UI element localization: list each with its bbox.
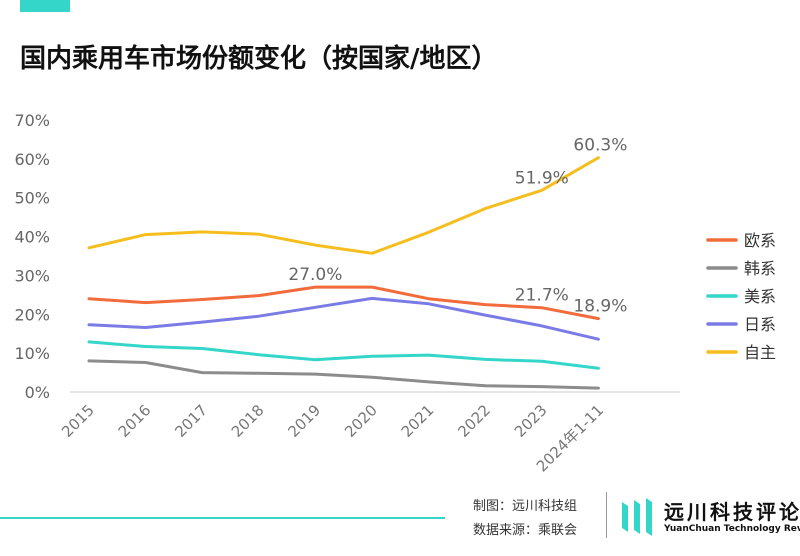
legend-label: 韩系 xyxy=(744,259,776,278)
legend-label: 美系 xyxy=(744,287,776,306)
brand-logo-icon xyxy=(622,498,652,536)
line-chart: 0% 10% 20% 30% 40% 50% 60% 70% 2015 2016 2017 2018 2… xyxy=(14,111,776,476)
data-label: 51.9% xyxy=(515,168,569,188)
y-tick-label: 50% xyxy=(14,189,50,208)
y-tick-label: 40% xyxy=(14,228,50,247)
x-tick-label: 2021 xyxy=(398,401,438,441)
y-tick-label: 70% xyxy=(14,111,50,130)
credit-data-source: 数据来源：乘联会 xyxy=(473,523,578,538)
chart-title: 国内乘用车市场份额变化（按国家/地区） xyxy=(20,44,498,74)
x-tick-label: 2015 xyxy=(58,401,98,441)
x-tick-label: 2019 xyxy=(284,401,324,441)
footer-accent-line xyxy=(0,517,445,519)
x-tick-label: 2017 xyxy=(171,401,211,441)
brand-name-en: YuanChuan Technology Review xyxy=(664,524,800,534)
series-line xyxy=(87,340,600,370)
legend-label: 日系 xyxy=(744,315,776,334)
series-line xyxy=(87,285,600,321)
x-tick-label: 2020 xyxy=(341,401,381,441)
x-tick-label: 2016 xyxy=(115,401,155,441)
y-tick-label: 60% xyxy=(14,150,50,169)
y-tick-label: 0% xyxy=(25,383,50,402)
series-line xyxy=(87,296,600,341)
data-label: 18.9% xyxy=(573,297,627,317)
series-line xyxy=(87,359,600,390)
x-tick-label: 2023 xyxy=(511,401,551,441)
y-tick-label: 30% xyxy=(14,266,50,285)
y-tick-label: 10% xyxy=(14,344,50,363)
legend-label: 欧系 xyxy=(744,231,776,250)
y-tick-label: 20% xyxy=(14,305,50,324)
series-line xyxy=(87,156,600,255)
x-tick-label: 2018 xyxy=(228,401,268,441)
brand-name-cn: 远川科技评论 xyxy=(664,500,800,524)
legend-label: 自主 xyxy=(744,343,776,362)
credit-chart-maker: 制图：远川科技组 xyxy=(473,499,578,514)
top-accent-bar xyxy=(20,0,70,12)
data-label: 60.3% xyxy=(573,136,627,156)
x-tick-label: 2022 xyxy=(454,401,494,441)
data-label: 27.0% xyxy=(288,265,342,285)
footer-divider xyxy=(606,492,607,538)
data-label: 21.7% xyxy=(515,286,569,306)
